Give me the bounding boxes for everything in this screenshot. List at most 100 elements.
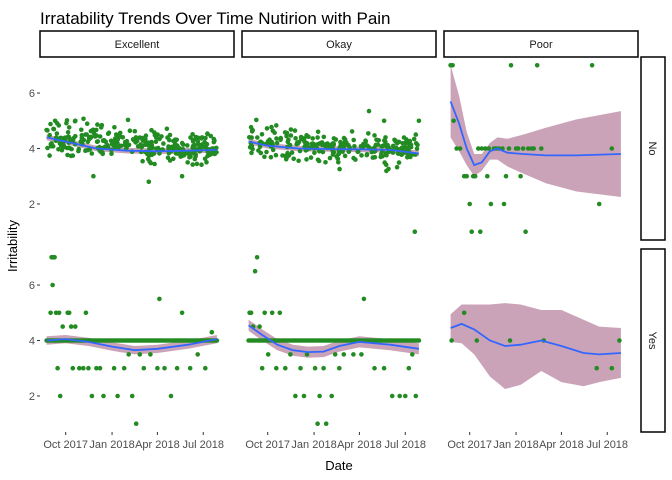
data-point (65, 130, 71, 135)
data-point (393, 138, 398, 144)
data-point (317, 149, 322, 154)
data-point (187, 365, 193, 371)
data-point (352, 144, 357, 149)
data-point (152, 161, 157, 167)
data-point (94, 365, 99, 371)
data-point (118, 143, 124, 149)
y-tick-label: 4 (29, 144, 35, 156)
y-axis-label: Irritability (5, 220, 20, 273)
data-point (180, 142, 186, 147)
data-point (408, 154, 413, 160)
data-point (372, 365, 377, 371)
data-point (154, 135, 159, 140)
data-point (321, 365, 326, 371)
data-point (293, 136, 298, 141)
data-point (157, 151, 162, 156)
data-point (361, 141, 366, 147)
data-point (288, 352, 293, 357)
data-point (474, 338, 480, 343)
data-point (304, 140, 310, 146)
x-axis-label: Date (325, 458, 352, 473)
data-point (469, 229, 475, 234)
data-point (109, 151, 114, 156)
data-point (523, 229, 528, 234)
smooth-trend-line (450, 322, 621, 356)
data-point (283, 365, 288, 371)
row-strips: No Yes (640, 56, 666, 433)
data-point (259, 365, 265, 371)
row-strip-no (640, 56, 666, 241)
data-point (410, 352, 415, 357)
data-point (285, 150, 290, 156)
data-point (315, 142, 320, 147)
data-point (315, 135, 320, 140)
data-point (315, 421, 320, 427)
data-point (323, 421, 329, 427)
data-point (402, 144, 408, 150)
row-strip-label: Yes (646, 332, 658, 350)
data-point (327, 155, 333, 161)
data-point (140, 158, 145, 164)
data-point (79, 132, 85, 138)
data-point (153, 139, 159, 145)
column-strip-label: Excellent (115, 39, 160, 51)
data-point (381, 118, 387, 124)
data-point (126, 352, 131, 357)
data-point (407, 138, 413, 144)
data-point (95, 122, 100, 127)
panel-okay-yes (246, 254, 422, 427)
data-point (58, 143, 64, 148)
data-point (256, 148, 261, 153)
data-point (284, 133, 289, 139)
data-point (411, 136, 417, 142)
data-point (95, 139, 101, 144)
data-point (342, 141, 347, 147)
data-point (73, 324, 78, 329)
data-point (190, 162, 195, 167)
data-point (133, 421, 139, 427)
data-point (506, 146, 512, 151)
data-point (397, 393, 403, 399)
data-point (479, 146, 485, 151)
data-point (167, 132, 173, 138)
data-point (97, 134, 103, 139)
data-point (56, 310, 62, 316)
data-point (66, 310, 72, 316)
data-point (264, 149, 269, 155)
data-point (308, 155, 314, 160)
data-point (520, 146, 526, 151)
data-point (596, 201, 602, 207)
data-point (67, 145, 73, 151)
data-point (247, 135, 252, 140)
data-point (282, 130, 288, 135)
data-point (184, 150, 189, 156)
data-point (81, 365, 86, 371)
data-point (252, 268, 258, 274)
data-point (56, 123, 62, 128)
data-point (105, 131, 111, 136)
data-point (191, 144, 196, 150)
data-point (262, 154, 267, 160)
panel-poor-yes (449, 303, 622, 389)
data-point (594, 365, 599, 371)
column-strip-okay (241, 30, 437, 58)
data-point (416, 338, 422, 343)
data-point (257, 324, 262, 329)
data-point (457, 146, 463, 151)
data-point (379, 151, 384, 157)
data-point (304, 157, 309, 162)
data-point (48, 121, 53, 127)
data-point (80, 138, 86, 143)
data-point (118, 134, 123, 139)
smooth-trend-line (449, 101, 621, 167)
x-tick-label: Apr 2018 (539, 439, 584, 451)
data-point (389, 393, 395, 399)
data-point (73, 133, 78, 139)
data-point (589, 63, 595, 68)
data-point (515, 146, 521, 151)
data-point (323, 160, 328, 165)
data-point (346, 149, 352, 155)
data-point (126, 142, 132, 148)
data-point (274, 365, 279, 371)
data-point (414, 146, 420, 151)
